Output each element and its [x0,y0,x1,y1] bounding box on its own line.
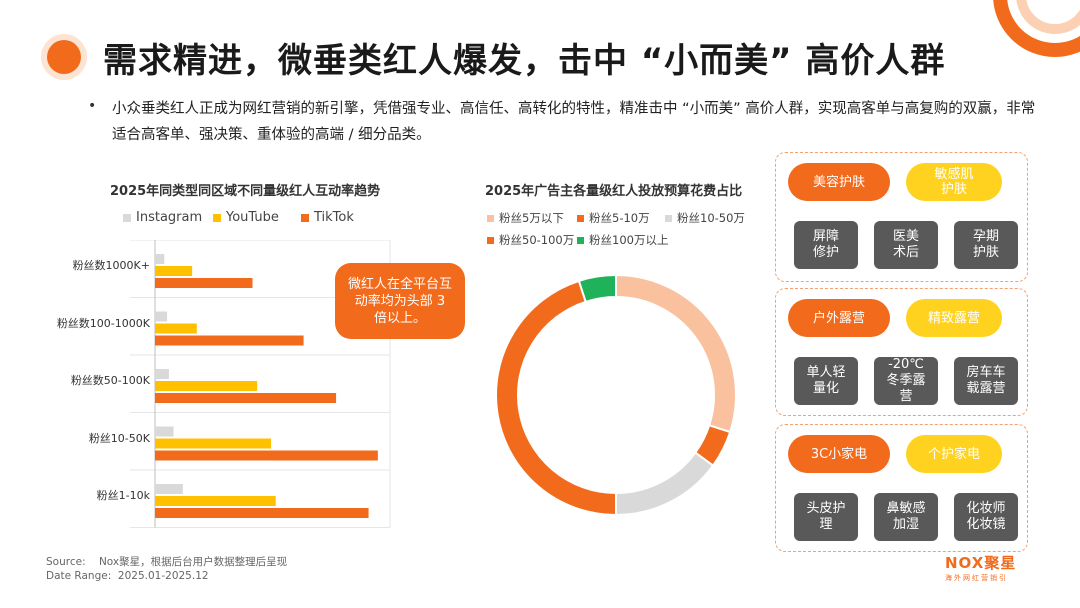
category-group: 美容护肤 敏感肌 护肤屏障 修护 医美 术后 孕期 护肤 [775,152,1028,282]
source-note: Source: Nox聚星，根据后台用户数据整理后呈现 Date Range: … [46,555,287,583]
bar-tiktok-0 [155,278,253,288]
donut-chart-title: 2025年广告主各量级红人投放预算花费占比 [485,184,743,199]
subcategory-tag: 房车车 载露营 [954,357,1018,405]
legend-label: 粉丝5万以下 [499,211,564,225]
legend-item: 粉丝10-50万 [665,210,745,226]
date-range-line: Date Range: 2025.01-2025.12 [46,570,209,582]
bar-youtube-3 [155,438,272,449]
legend-label: Instagram [136,210,203,225]
logo-main: NOX聚星 [945,554,1017,572]
subcategory-tag: 孕期 护肤 [954,221,1018,269]
subcategory-tag: 头皮护 理 [794,493,858,541]
donut-slice-0 [615,273,737,434]
bar-chart [130,240,391,528]
secondary-category-pill: 个护家电 [906,435,1002,473]
category-group: 3C小家电 个护家电头皮护 理鼻敏感 加湿 化妆师 化妆镜 [775,424,1028,552]
logo: NOX聚星 海外网红营销引 [945,552,1025,583]
legend-swatch [577,215,584,222]
category-label: 粉丝10-50K [88,431,150,445]
bar-instagram-0 [155,254,165,264]
subcategory-tag: 化妆师 化妆镜 [954,493,1018,541]
bar-youtube-4 [155,496,276,506]
bar-instagram-2 [155,369,169,379]
subcategory-tag: -20℃ 冬季露 营 [874,357,938,405]
legend-label: 粉丝10-50万 [677,211,745,225]
legend-label: 粉丝50-100万 [499,233,575,247]
subcategory-tag: 屏障 修护 [794,221,858,269]
legend-swatch [487,237,494,244]
legend-item: 粉丝50-100万 [487,232,574,248]
page-title: 需求精进，微垂类红人爆发，击中 “小而美” 高价人群 [103,41,946,81]
legend-swatch [123,213,131,222]
legend-item: 粉丝100万以上 [577,232,668,248]
category-label: 粉丝1-10k [96,489,150,502]
bar-youtube-0 [155,266,193,276]
callout-annotation: 微红人在全平台互动率均为头部 3 倍以上。 [335,263,465,339]
bar-tiktok-3 [155,450,378,461]
legend-item-youtube: YouTube [213,210,279,225]
secondary-category-pill: 精致露营 [906,299,1002,337]
subcategory-tag: 单人轻 量化 [794,357,858,405]
primary-category-pill: 3C小家电 [788,435,890,473]
legend-swatch [213,213,221,222]
title-dot-icon [47,40,81,74]
category-group: 户外露营 精致露营单人轻 量化 -20℃ 冬季露 营房车车 载露营 [775,288,1028,416]
bullet-icon: • [88,98,97,114]
bar-instagram-4 [155,484,183,494]
legend-item-instagram: Instagram [123,210,202,225]
bar-chart-title: 2025年同类型同区域不同量级红人互动率趋势 [110,184,381,199]
subcategory-tag: 医美 术后 [874,221,938,269]
source-line: Source: Nox聚星，根据后台用户数据整理后呈现 [46,556,288,568]
bar-tiktok-1 [155,335,304,346]
legend-item: 粉丝5-10万 [577,210,650,226]
corner-decoration [993,0,1080,57]
legend-swatch [301,213,309,222]
bar-youtube-2 [155,381,258,391]
legend-label: TikTok [314,210,354,225]
category-label: 粉丝数50-100K [70,374,150,387]
intro-text: 小众垂类红人正成为网红营销的新引擎，凭借强专业、高信任、高转化的特性，精准击中 … [112,101,1036,143]
legend-swatch [665,215,672,222]
bar-instagram-3 [155,426,174,437]
bar-youtube-1 [155,323,197,334]
bar-chart-legend: Instagram YouTube TikTok [123,210,423,230]
legend-label: YouTube [226,210,279,225]
legend-label: 粉丝100万以上 [589,233,669,247]
primary-category-pill: 美容护肤 [788,163,890,201]
subcategory-tag: 鼻敏感 加湿 [874,493,938,541]
secondary-category-pill: 敏感肌 护肤 [906,163,1002,201]
legend-item: 粉丝5万以下 [487,210,564,226]
category-label: 粉丝数100-1000K [56,316,150,330]
legend-label: 粉丝5-10万 [589,211,650,225]
donut-slice-2 [615,451,715,517]
bar-tiktok-2 [155,393,337,403]
legend-swatch [577,237,584,244]
legend-swatch [487,215,494,222]
donut-chart [495,273,737,517]
logo-sub: 海外网红营销引 [945,574,1008,582]
primary-category-pill: 户外露营 [788,299,890,337]
bar-instagram-1 [155,311,168,322]
bar-tiktok-4 [155,508,369,518]
donut-slice-3 [495,279,617,517]
category-label: 粉丝数1000K+ [72,259,150,272]
donut-slice-4 [577,273,617,304]
donut-chart-legend: 粉丝5万以下 粉丝5-10万 粉丝10-50万粉丝50-100万 粉丝100万以上 [487,210,767,250]
legend-item-tiktok: TikTok [301,210,354,225]
